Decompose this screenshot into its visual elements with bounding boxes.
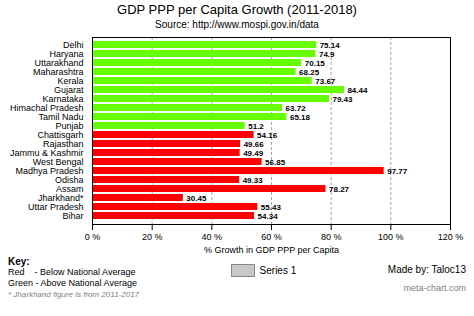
svg-text:68.25: 68.25 bbox=[299, 68, 320, 77]
svg-text:Kerala: Kerala bbox=[57, 75, 84, 86]
svg-text:55.43: 55.43 bbox=[261, 203, 282, 212]
svg-text:Delhi: Delhi bbox=[63, 39, 84, 50]
html-text:* Jharkhand figure is from 201: * Jharkhand figure is from 2011-2017 bbox=[8, 290, 139, 299]
html-text:meta-chart.com: meta-chart.com bbox=[403, 283, 466, 293]
svg-text:Bihar: Bihar bbox=[62, 211, 83, 221]
svg-text:54.34: 54.34 bbox=[258, 212, 279, 221]
html-text:Source: http://www.mospi.gov.i: Source: http://www.mospi.gov.in/data bbox=[155, 19, 319, 30]
svg-text:Odisha: Odisha bbox=[55, 174, 84, 185]
svg-text:73.67: 73.67 bbox=[315, 77, 336, 86]
svg-text:Assam: Assam bbox=[56, 183, 84, 194]
svg-text:84.44: 84.44 bbox=[347, 86, 368, 95]
svg-text:78.27: 78.27 bbox=[329, 185, 350, 194]
html-text:Series 1: Series 1 bbox=[259, 265, 297, 276]
html-text:Key:: Key: bbox=[8, 256, 30, 267]
svg-text:Karnataka: Karnataka bbox=[42, 93, 84, 104]
html-text:Red - Below National Average: Red - Below National Average bbox=[8, 267, 136, 277]
svg-text:Chattisgarh: Chattisgarh bbox=[37, 129, 84, 140]
svg-text:0 %: 0 % bbox=[85, 232, 101, 242]
svg-text:54.16: 54.16 bbox=[257, 131, 278, 140]
svg-text:51.2: 51.2 bbox=[248, 122, 264, 131]
svg-text:74.9: 74.9 bbox=[319, 50, 335, 59]
svg-text:49.66: 49.66 bbox=[244, 140, 265, 149]
svg-text:Madhya Pradesh: Madhya Pradesh bbox=[15, 165, 84, 176]
svg-text:% Growth in GDP PPP per Capita: % Growth in GDP PPP per Capita bbox=[204, 245, 339, 255]
svg-text:Maharashtra: Maharashtra bbox=[33, 66, 84, 77]
svg-text:Gujarat: Gujarat bbox=[54, 84, 84, 95]
svg-text:Jammu & Kashmir: Jammu & Kashmir bbox=[10, 147, 84, 158]
svg-text:120 %: 120 % bbox=[438, 232, 464, 242]
html-text:Green - Above National Average: Green - Above National Average bbox=[8, 278, 137, 288]
svg-text:100 %: 100 % bbox=[378, 232, 404, 242]
svg-text:80 %: 80 % bbox=[321, 232, 342, 242]
svg-text:30.45: 30.45 bbox=[186, 194, 207, 203]
svg-text:60 %: 60 % bbox=[261, 232, 282, 242]
svg-text:97.77: 97.77 bbox=[387, 167, 408, 176]
svg-text:56.85: 56.85 bbox=[265, 158, 286, 167]
svg-text:Tamil Nadu: Tamil Nadu bbox=[38, 111, 84, 122]
svg-text:Uttarakhand: Uttarakhand bbox=[34, 57, 84, 68]
svg-text:70.15: 70.15 bbox=[305, 59, 326, 68]
svg-text:Himachal Pradesh: Himachal Pradesh bbox=[10, 102, 84, 113]
svg-text:Jharkhand*: Jharkhand* bbox=[38, 192, 84, 203]
svg-text:75.14: 75.14 bbox=[320, 41, 341, 50]
svg-text:Rajasthan: Rajasthan bbox=[43, 138, 84, 149]
html-text:GDP PPP per Capita Growth (201: GDP PPP per Capita Growth (2011-2018) bbox=[117, 2, 357, 17]
svg-text:63.72: 63.72 bbox=[286, 104, 307, 113]
svg-text:49.33: 49.33 bbox=[243, 176, 264, 185]
svg-text:West Bengal: West Bengal bbox=[32, 156, 84, 167]
svg-text:40 %: 40 % bbox=[202, 232, 223, 242]
svg-text:65.18: 65.18 bbox=[290, 113, 311, 122]
svg-text:20 %: 20 % bbox=[142, 232, 163, 242]
svg-text:49.49: 49.49 bbox=[243, 149, 264, 158]
html-text:Made by: Taloc13: Made by: Taloc13 bbox=[387, 264, 466, 275]
svg-text:Punjab: Punjab bbox=[55, 120, 84, 131]
svg-text:79.43: 79.43 bbox=[332, 95, 353, 104]
svg-text:Uttar Pradesh: Uttar Pradesh bbox=[28, 201, 84, 212]
svg-text:Haryana: Haryana bbox=[49, 48, 84, 59]
